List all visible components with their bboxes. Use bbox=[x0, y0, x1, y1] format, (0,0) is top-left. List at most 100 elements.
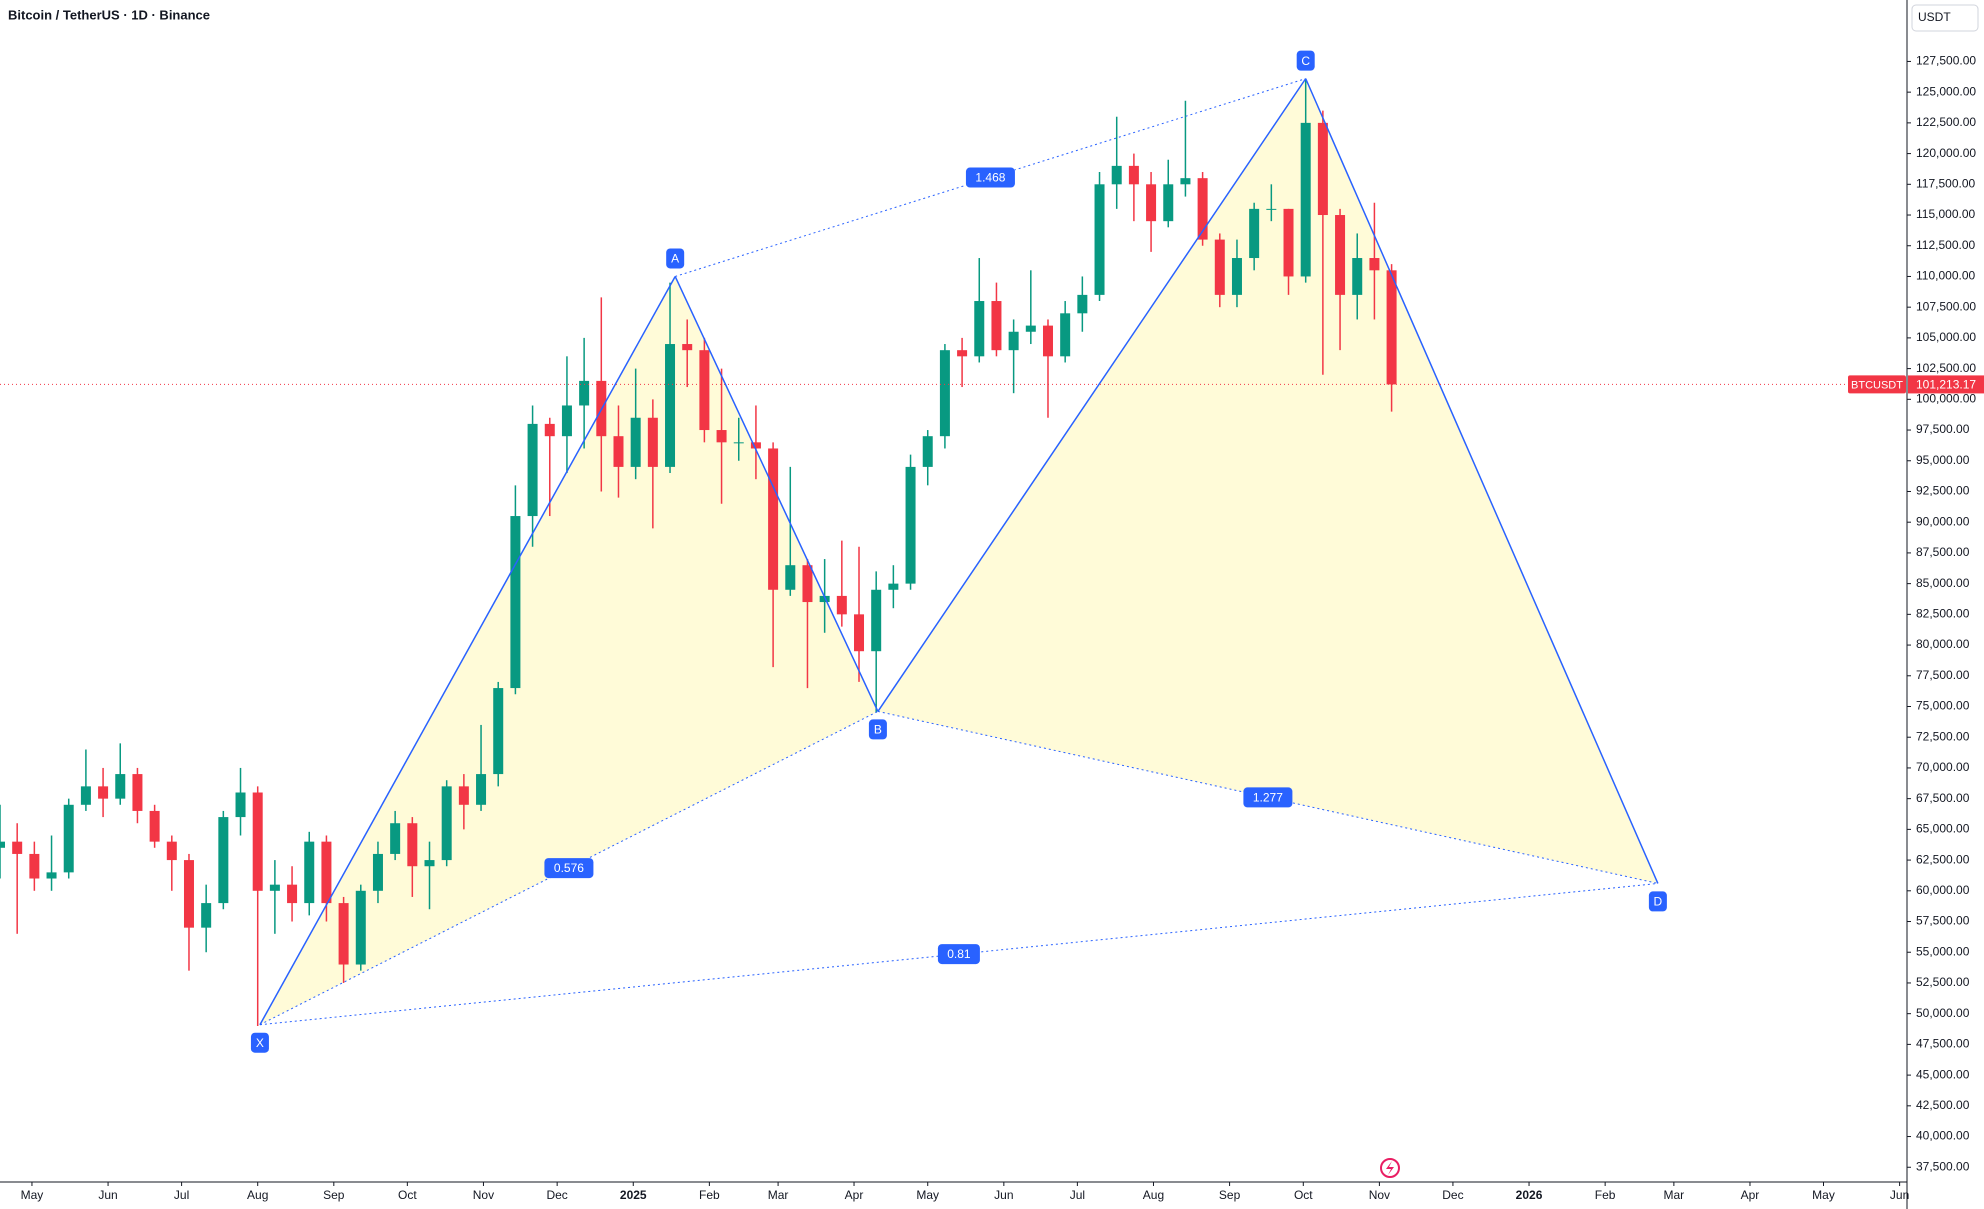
pattern-point-label: D bbox=[1654, 895, 1663, 909]
candle-body bbox=[132, 774, 143, 811]
candle-body bbox=[1042, 325, 1053, 357]
candle-body bbox=[802, 565, 813, 603]
candle-body bbox=[166, 841, 177, 861]
candle-body bbox=[424, 860, 435, 867]
candle-body bbox=[768, 448, 779, 590]
pattern-leg bbox=[877, 78, 1307, 712]
candle-body bbox=[1335, 215, 1346, 295]
y-tick-label: 127,500.00 bbox=[1916, 54, 1976, 68]
candle-body bbox=[1060, 313, 1071, 357]
pattern-ratio: 1.277 bbox=[1253, 791, 1283, 805]
candle-body bbox=[527, 423, 538, 517]
symbol-box bbox=[1848, 375, 1906, 394]
candle-body bbox=[458, 786, 469, 805]
y-tick-label: 42,500.00 bbox=[1916, 1098, 1970, 1112]
candle-body bbox=[493, 688, 504, 775]
y-tick-label: 47,500.00 bbox=[1916, 1037, 1970, 1051]
candle-body bbox=[98, 786, 109, 799]
candle-body bbox=[579, 380, 590, 406]
y-tick-label: 87,500.00 bbox=[1916, 545, 1970, 559]
y-tick-label: 82,500.00 bbox=[1916, 607, 1970, 621]
pattern-point-label: X bbox=[256, 1036, 264, 1050]
pattern-fill bbox=[877, 78, 1658, 884]
x-tick-label: Oct bbox=[398, 1188, 417, 1202]
y-tick-label: 95,000.00 bbox=[1916, 453, 1970, 467]
pattern-point-label-box bbox=[1296, 50, 1315, 71]
y-tick-label: 105,000.00 bbox=[1916, 330, 1976, 344]
y-tick-label: 122,500.00 bbox=[1916, 115, 1976, 129]
candle-body bbox=[871, 589, 882, 652]
y-tick-label: 125,000.00 bbox=[1916, 84, 1976, 98]
candle-body bbox=[321, 841, 332, 904]
icon-circle[interactable] bbox=[1380, 1158, 1400, 1178]
x-tick-label: May bbox=[1812, 1188, 1835, 1202]
y-tick-label: 45,000.00 bbox=[1916, 1067, 1970, 1081]
pattern-point-label-box bbox=[868, 719, 887, 740]
candle-body bbox=[0, 841, 5, 848]
candle-body bbox=[407, 823, 418, 867]
candle-body bbox=[836, 595, 847, 615]
x-tick-label: Aug bbox=[1143, 1188, 1164, 1202]
y-tick-label: 72,500.00 bbox=[1916, 729, 1970, 743]
y-tick-label: 37,500.00 bbox=[1916, 1159, 1970, 1173]
candle-body bbox=[716, 430, 727, 443]
candle-body bbox=[149, 810, 160, 842]
pattern-point-label-box bbox=[250, 1032, 269, 1053]
candle-body bbox=[1128, 165, 1139, 185]
x-tick-label: Apr bbox=[1741, 1188, 1760, 1202]
candle-body bbox=[80, 786, 91, 805]
candle-body bbox=[733, 442, 744, 444]
x-tick-label: Oct bbox=[1294, 1188, 1313, 1202]
candle-body bbox=[974, 301, 985, 357]
candle-body bbox=[235, 792, 246, 818]
candle-body bbox=[46, 872, 57, 879]
candle-body bbox=[287, 884, 298, 904]
x-tick-label: 2025 bbox=[620, 1188, 647, 1202]
candle-body bbox=[12, 841, 23, 854]
candle-body bbox=[854, 614, 865, 652]
candle-body bbox=[1163, 184, 1174, 222]
y-tick-label: 115,000.00 bbox=[1916, 207, 1975, 221]
y-tick-label: 97,500.00 bbox=[1916, 422, 1970, 436]
last-price-box bbox=[1908, 375, 1984, 394]
y-tick-label: 120,000.00 bbox=[1916, 146, 1976, 160]
pattern-ratio-box bbox=[965, 167, 1015, 188]
candle-body bbox=[750, 442, 761, 449]
candle-body bbox=[372, 853, 383, 891]
currency-box[interactable] bbox=[1911, 4, 1979, 32]
x-tick-label: Mar bbox=[1664, 1188, 1685, 1202]
candle-body bbox=[888, 583, 899, 590]
candle-body bbox=[29, 853, 40, 879]
candle-body bbox=[1283, 208, 1294, 277]
y-tick-label: 110,000.00 bbox=[1916, 269, 1975, 283]
candle-body bbox=[476, 774, 487, 805]
y-tick-label: 60,000.00 bbox=[1916, 883, 1970, 897]
pattern-ratio: 1.468 bbox=[975, 171, 1005, 185]
candle-body bbox=[201, 903, 212, 928]
candle-body bbox=[561, 405, 572, 437]
x-tick-label: Dec bbox=[1442, 1188, 1463, 1202]
y-tick-label: 90,000.00 bbox=[1916, 514, 1970, 528]
candle-body bbox=[115, 774, 126, 799]
x-tick-label: May bbox=[916, 1188, 939, 1202]
candle-body bbox=[510, 516, 521, 689]
candle-body bbox=[665, 344, 676, 467]
candle-body bbox=[819, 595, 830, 603]
candle-body bbox=[682, 344, 693, 351]
icon[interactable] bbox=[1380, 1158, 1400, 1178]
candle-body bbox=[441, 786, 452, 861]
candle-body bbox=[1146, 184, 1157, 222]
y-tick-label: 77,500.00 bbox=[1916, 668, 1970, 682]
icon-bolt[interactable] bbox=[1386, 1161, 1394, 1175]
candle-body bbox=[252, 792, 263, 891]
currency[interactable]: USDT bbox=[1918, 10, 1951, 24]
candle-body bbox=[922, 436, 933, 467]
last-price-label: 101,213.17 bbox=[1916, 378, 1976, 392]
chart-title: Bitcoin / TetherUS · 1D · Binance bbox=[8, 7, 210, 22]
candle-body bbox=[1180, 178, 1191, 185]
candle-body bbox=[785, 565, 796, 590]
pattern-point-label: B bbox=[874, 723, 882, 737]
x-tick-label: Feb bbox=[1595, 1188, 1616, 1202]
x-tick-label: May bbox=[21, 1188, 44, 1202]
